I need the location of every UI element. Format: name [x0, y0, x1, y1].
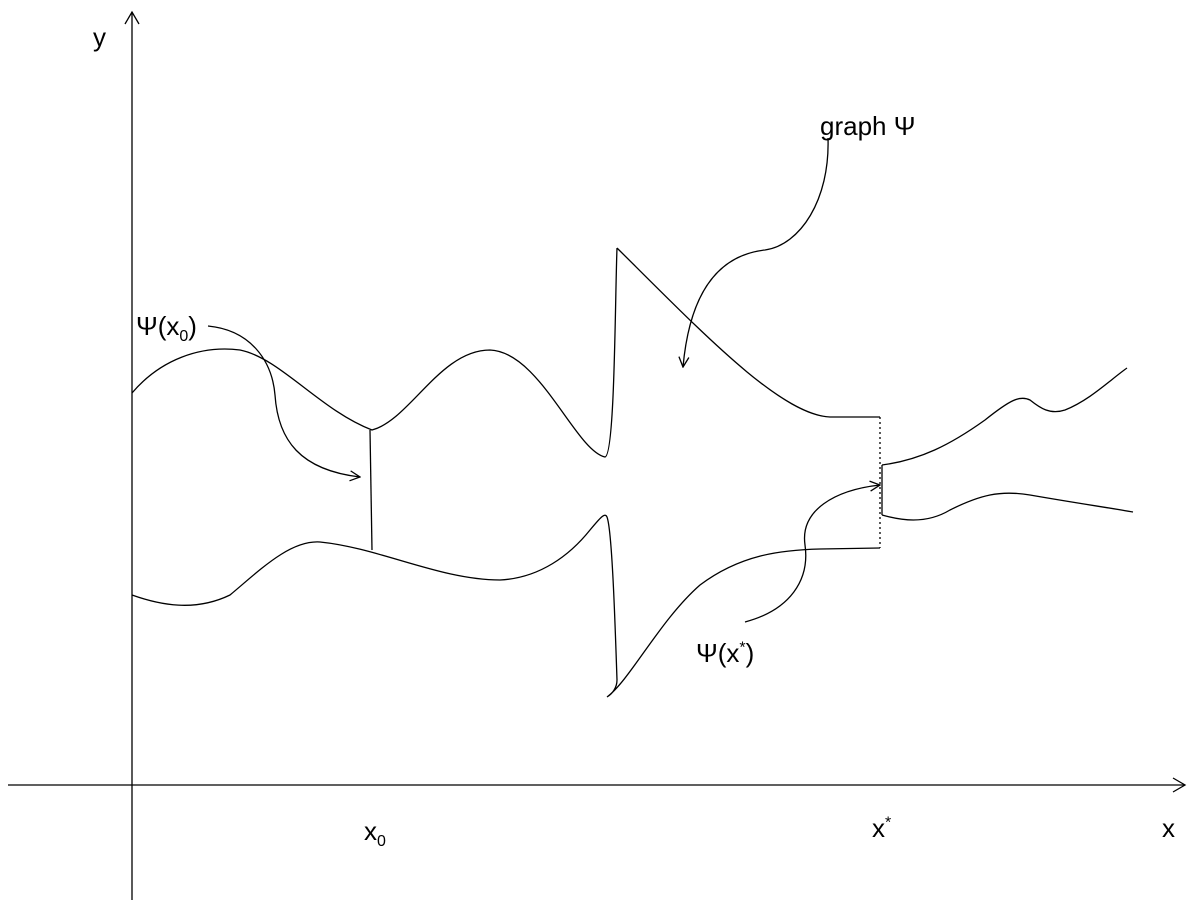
upper-boundary-right [881, 367, 1128, 466]
upper-boundary-middle [616, 247, 880, 418]
psi-xstar-arrow [744, 485, 880, 623]
tick-label-x0: x0 [364, 816, 386, 851]
lower-boundary-middle [606, 547, 881, 698]
tick-label-xstar: x* [872, 813, 892, 843]
psi-x0-label: Ψ(x0) [136, 311, 197, 346]
upper-boundary-left [131, 247, 618, 458]
x-axis-arrowhead [1172, 777, 1187, 793]
y-axis-arrowhead [124, 10, 140, 25]
psi-x0-arrow [207, 325, 360, 477]
lower-boundary-left [131, 514, 618, 681]
segment-at-x0 [369, 429, 373, 551]
x-axis-label: x [1162, 813, 1175, 843]
lower-boundary-right [881, 492, 1134, 521]
psi-xstar-label: Ψ(x*) [696, 638, 755, 668]
y-axis-label: y [93, 22, 106, 52]
graph-psi-label: graph Ψ [820, 111, 916, 141]
graph-psi-arrow [683, 137, 829, 367]
